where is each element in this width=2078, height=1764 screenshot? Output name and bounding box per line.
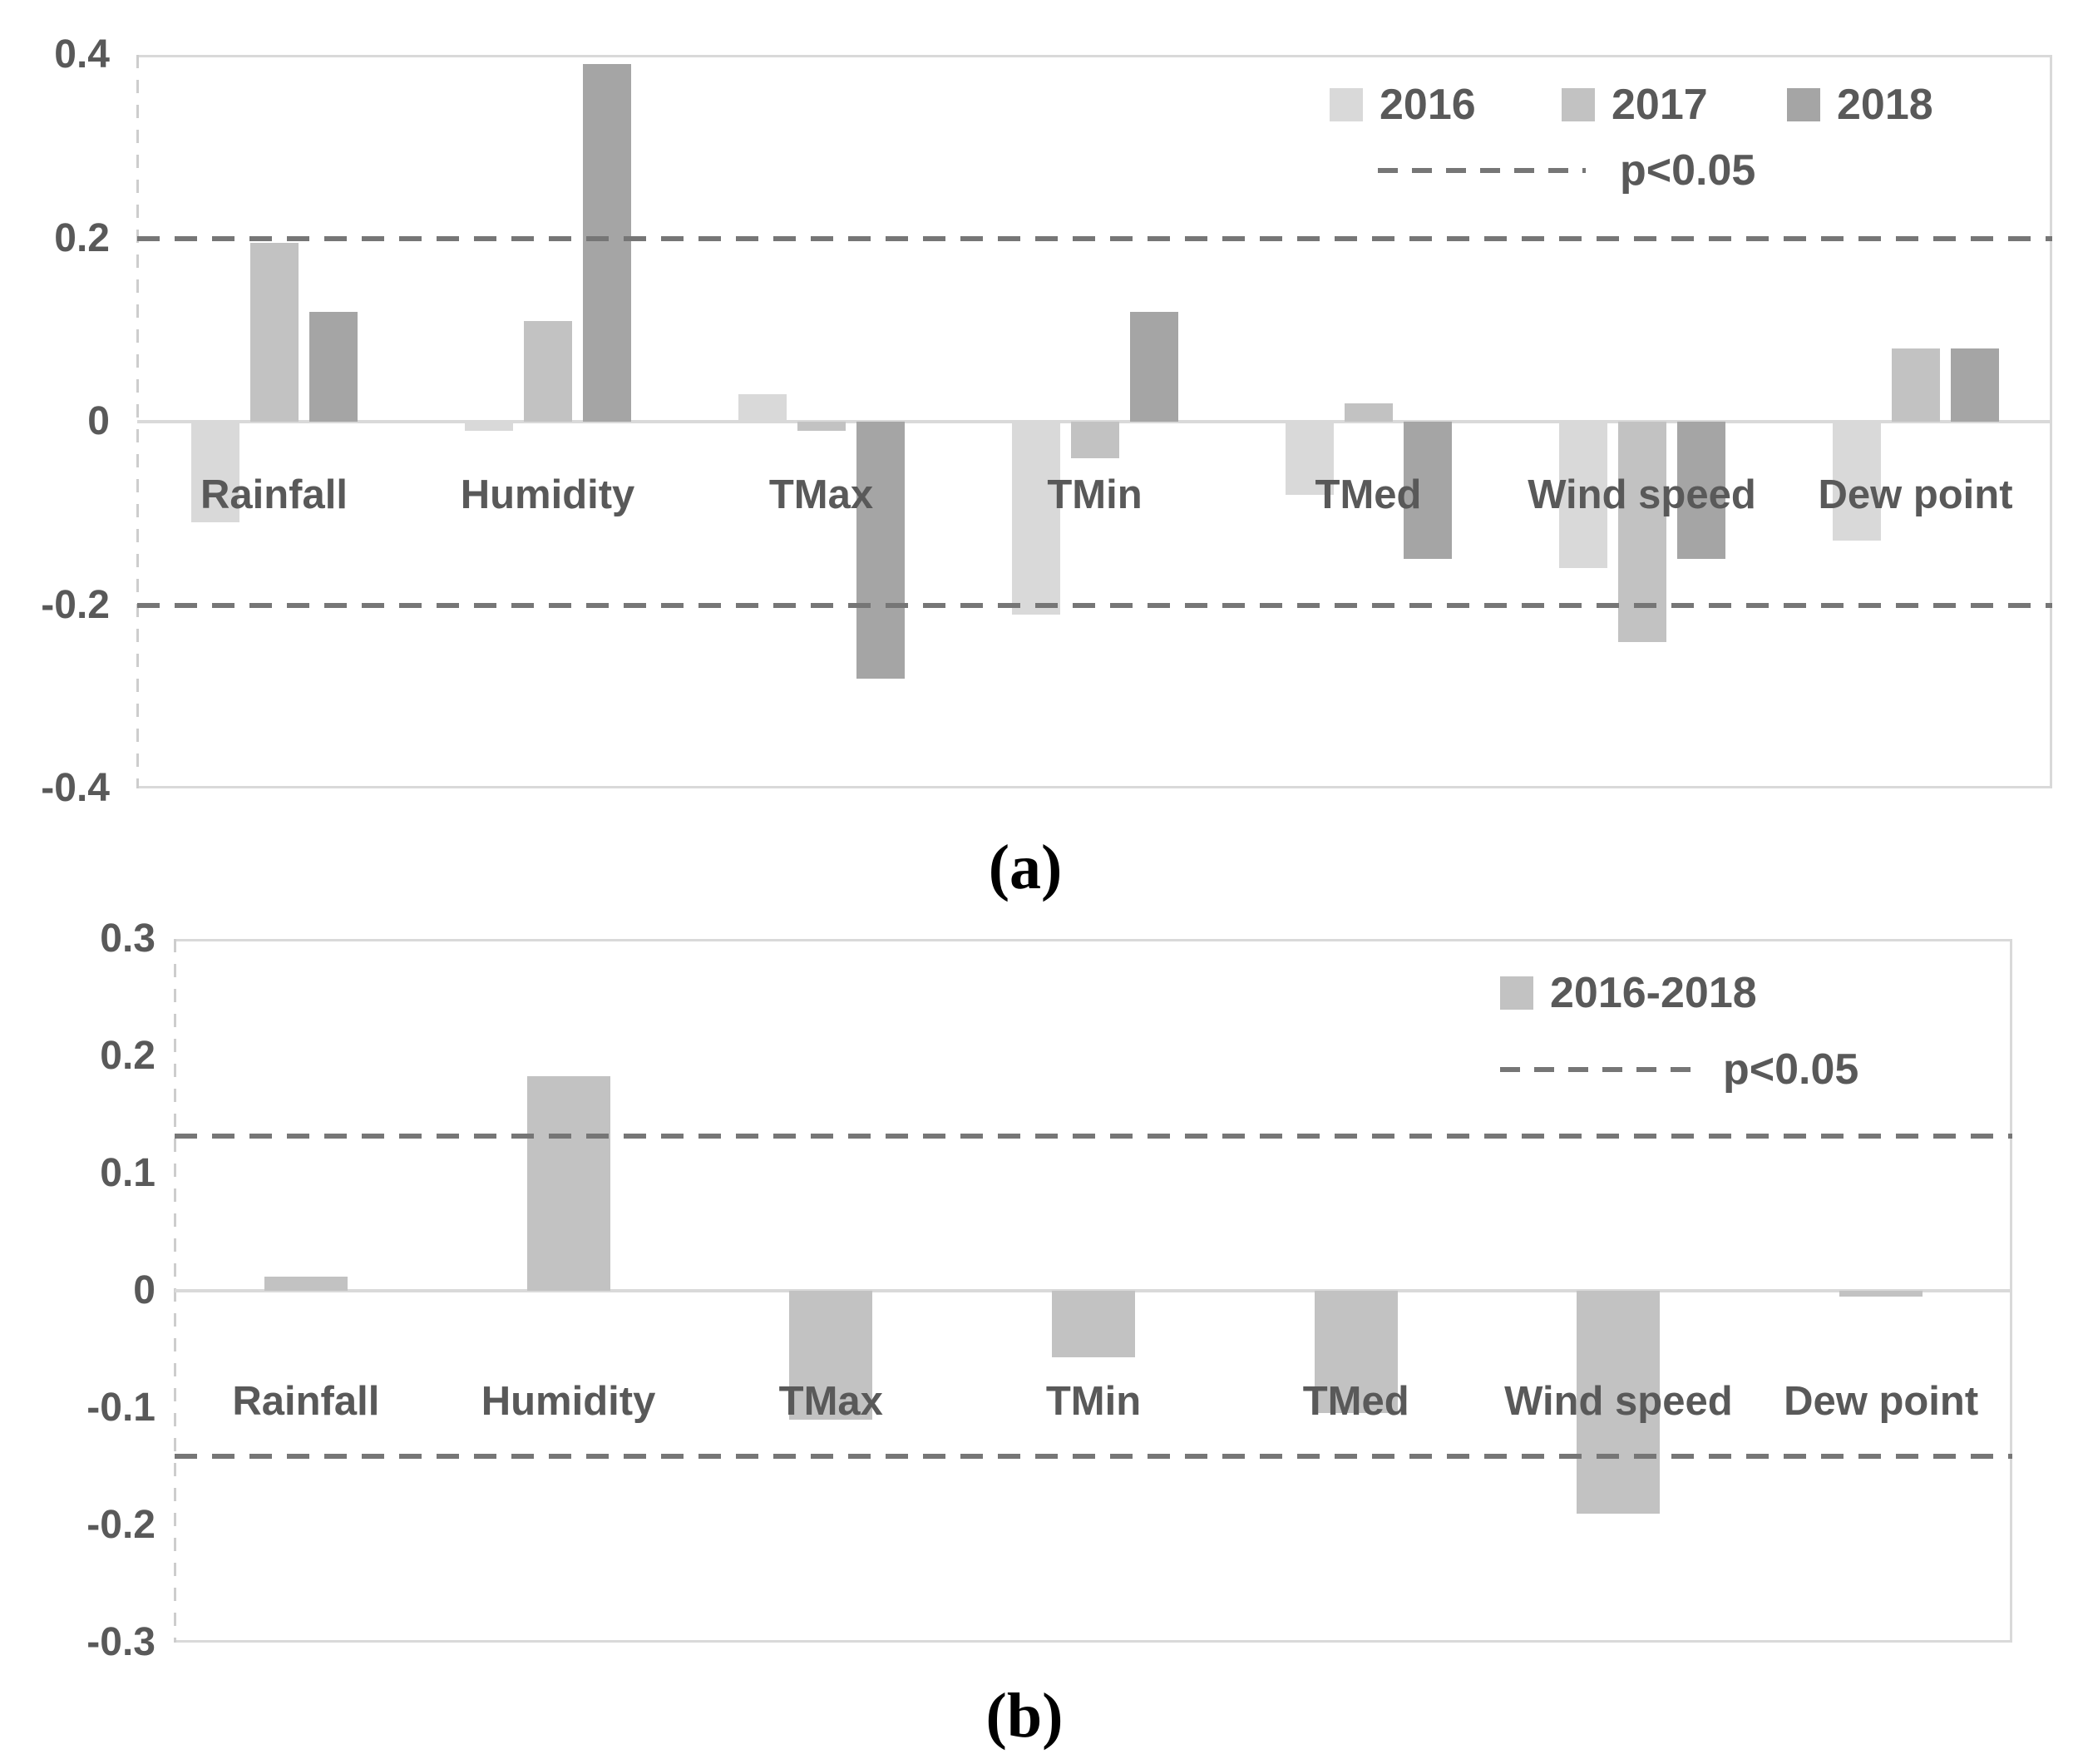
y-tick-a-0.2: 0.2 (54, 215, 110, 260)
legend-label-2017: 2017 (1612, 81, 1708, 129)
bar-a-humidity-2018 (582, 64, 631, 422)
bar-a-tmax-2018 (856, 422, 905, 679)
bar-a-tmax-2017 (797, 422, 846, 432)
legend-label-2018: 2018 (1837, 81, 1933, 129)
category-label-a-wind-speed: Wind speed (1528, 472, 1756, 517)
category-label-a-tmax: TMax (768, 472, 874, 517)
bar-a-tmed-2018 (1403, 422, 1452, 560)
y-tick-b-0: 0 (133, 1268, 155, 1312)
category-label-a-dew-point: Dew point (1818, 472, 2013, 517)
category-label-b-tmin: TMin (1045, 1379, 1142, 1424)
bar-a-rainfall-2018 (308, 311, 358, 422)
legend-swatch-2017 (1562, 88, 1595, 121)
y-tick-b-0.1: 0.1 (100, 1151, 155, 1195)
legend-dash-sample-a (1378, 168, 1586, 173)
bar-a-wind-speed-2017 (1617, 422, 1666, 642)
bar-b-rainfall-2016-2018 (264, 1277, 348, 1291)
y-tick-b-0.3: 0.3 (100, 917, 155, 961)
bar-a-rainfall-2016 (190, 422, 239, 523)
y-tick-a--0.4: -0.4 (41, 766, 110, 810)
legend-dash-sample-b (1500, 1067, 1700, 1072)
bar-a-humidity-2017 (523, 320, 572, 422)
threshold-line-b-upper (175, 1133, 2012, 1139)
bar-b-tmin-2016-2018 (1052, 1291, 1135, 1358)
category-label-b-humidity: Humidity (481, 1379, 656, 1424)
legend-label-p-value-a: p<0.05 (1620, 146, 1756, 195)
bar-b-tmed-2016-2018 (1314, 1291, 1398, 1413)
y-tick-a-0.4: 0.4 (54, 32, 110, 77)
category-label-a-tmed: TMed (1315, 472, 1422, 517)
category-label-a-humidity: Humidity (460, 472, 635, 517)
y-tick-b--0.3: -0.3 (86, 1620, 155, 1664)
bar-a-tmin-2017 (1070, 422, 1119, 459)
bar-a-rainfall-2017 (249, 243, 299, 422)
legend-swatch-2016 (1330, 88, 1363, 121)
bar-a-dew-point-2016 (1832, 422, 1881, 541)
y-tick-b--0.2: -0.2 (86, 1503, 155, 1547)
bar-a-dew-point-2017 (1891, 348, 1940, 422)
caption-b: (b) (985, 1681, 1064, 1751)
legend-label-2016-2018: 2016-2018 (1550, 969, 1757, 1017)
category-label-a-rainfall: Rainfall (200, 472, 348, 517)
caption-a: (a) (988, 833, 1063, 902)
threshold-line-b-lower (175, 1453, 2012, 1459)
bar-a-wind-speed-2016 (1558, 422, 1607, 569)
category-label-b-tmed: TMed (1302, 1379, 1409, 1424)
bar-a-tmed-2017 (1344, 403, 1393, 422)
y-tick-a--0.2: -0.2 (41, 582, 110, 627)
bar-a-tmed-2016 (1285, 422, 1334, 496)
category-label-b-tmax: TMax (778, 1379, 883, 1424)
bar-b-dew-point-2016-2018 (1839, 1291, 1923, 1297)
category-label-a-tmin: TMin (1047, 472, 1143, 517)
bar-a-humidity-2016 (464, 422, 513, 432)
bar-a-dew-point-2018 (1950, 348, 1999, 422)
bar-a-tmin-2018 (1129, 311, 1178, 422)
bar-b-humidity-2016-2018 (526, 1075, 610, 1291)
bar-a-tmin-2016 (1011, 422, 1060, 615)
legend-swatch-2016-2018 (1500, 976, 1533, 1010)
y-tick-b--0.1: -0.1 (86, 1386, 155, 1430)
threshold-line-a-upper (137, 235, 2052, 241)
legend-label-2016: 2016 (1380, 81, 1476, 129)
bar-b-tmax-2016-2018 (789, 1291, 873, 1421)
bar-a-tmax-2016 (738, 393, 787, 422)
category-label-b-rainfall: Rainfall (232, 1379, 380, 1424)
legend-label-p-value-b: p<0.05 (1723, 1045, 1859, 1094)
category-label-b-wind-speed: Wind speed (1504, 1379, 1733, 1424)
threshold-line-a-lower (137, 602, 2052, 608)
bar-b-wind-speed-2016-2018 (1577, 1291, 1661, 1514)
bar-a-wind-speed-2018 (1676, 422, 1725, 560)
category-label-b-dew-point: Dew point (1784, 1379, 1979, 1424)
y-tick-a-0: 0 (87, 399, 110, 443)
y-tick-b-0.2: 0.2 (100, 1034, 155, 1078)
legend-swatch-2018 (1787, 88, 1820, 121)
